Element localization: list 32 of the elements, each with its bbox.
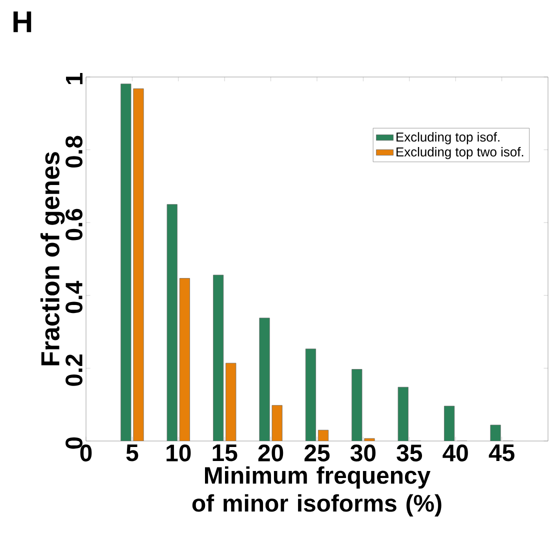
bar [259,318,270,441]
y-tick-label: 0.8 [66,136,82,168]
y-tick-label: 1 [66,73,82,84]
x-tick-label: 5 [126,444,138,462]
legend-label: Excluding top isof. [396,132,500,144]
bar [213,274,224,441]
x-tick-label: 40 [442,444,468,462]
legend-label: Excluding top two isof. [396,147,524,160]
y-axis-title: Fraction of genes [40,152,65,366]
bar [179,278,190,441]
bar [166,204,178,441]
x-tick-label: 30 [350,444,376,462]
bar [272,405,282,441]
x-tick-label: 45 [488,444,514,462]
bar [444,406,455,441]
bar [305,348,316,441]
bar [226,362,236,441]
y-tick-label: 0.4 [66,280,82,314]
x-tick-label: 35 [396,444,422,462]
bar [352,369,362,441]
x-axis-title: Minimum frequency of minor isoforms (%) [192,466,442,517]
bar [133,88,144,441]
y-tick-label: 0 [66,437,82,449]
x-tick-label: 15 [212,444,238,462]
bar [398,386,408,441]
x-tick-label: 20 [258,444,284,462]
bar [120,84,132,441]
y-tick-label: 0.6 [66,208,82,240]
x-tick-label: 25 [304,444,330,462]
x-tick-label: 10 [166,444,191,462]
text: H [14,12,32,32]
y-tick-label: 0.2 [66,354,82,386]
